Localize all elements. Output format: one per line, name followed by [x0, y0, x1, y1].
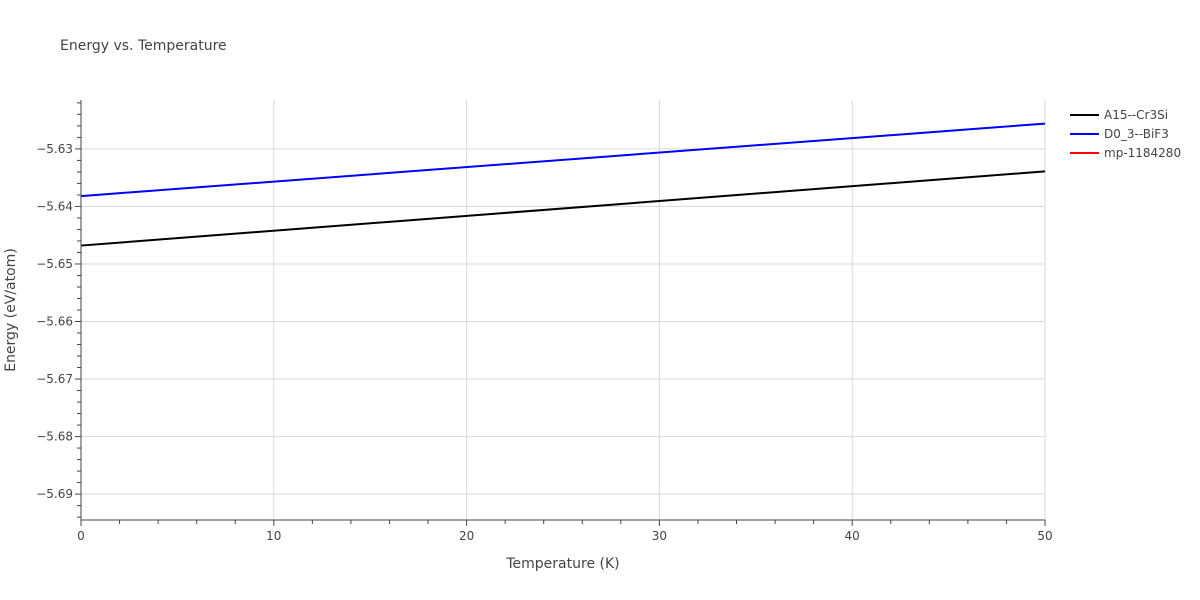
y-axis-title: Energy (eV/atom): [3, 248, 19, 372]
legend-label: mp-1184280: [1104, 146, 1181, 160]
y-tick-label: −5.65: [36, 257, 73, 271]
x-tick-label: 50: [1037, 529, 1052, 543]
legend: A15--Cr3Si D0_3--BiF3 mp-1184280: [1070, 108, 1181, 160]
legend-label: D0_3--BiF3: [1104, 127, 1169, 141]
series-line-2: [80, 122, 1046, 198]
chart-title: Energy vs. Temperature: [60, 38, 227, 54]
series-layer: [80, 122, 1046, 247]
y-tick-label: −5.67: [36, 372, 73, 386]
legend-item[interactable]: mp-1184280: [1070, 146, 1181, 160]
x-axis-title: Temperature (K): [505, 556, 619, 572]
x-tick-label: 40: [845, 529, 860, 543]
legend-item[interactable]: A15--Cr3Si: [1070, 108, 1168, 122]
legend-label: A15--Cr3Si: [1104, 108, 1168, 122]
legend-item[interactable]: D0_3--BiF3: [1070, 127, 1169, 141]
x-tick-label: 10: [266, 529, 281, 543]
axes-layer: 0 10 20 30 40 50 −5.69 −5.68 −5.67 −5.66 −5.65 −5.6…: [36, 100, 1053, 543]
y-tick-label: −5.64: [36, 199, 73, 213]
y-tick-label: −5.68: [36, 430, 73, 444]
series-line-1: [80, 170, 1046, 247]
x-tick-label: 20: [459, 529, 474, 543]
grid-layer: [81, 100, 1046, 520]
y-tick-label: −5.69: [36, 487, 73, 501]
y-tick-label: −5.63: [36, 142, 73, 156]
y-tick-label: −5.66: [36, 315, 73, 329]
x-tick-label: 30: [652, 529, 667, 543]
x-tick-label: 0: [77, 529, 85, 543]
